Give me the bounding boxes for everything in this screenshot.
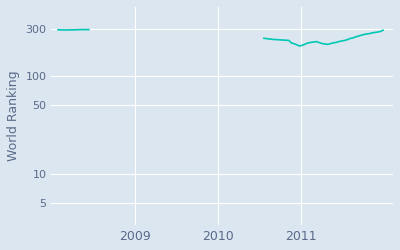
Y-axis label: World Ranking: World Ranking [7, 71, 20, 162]
